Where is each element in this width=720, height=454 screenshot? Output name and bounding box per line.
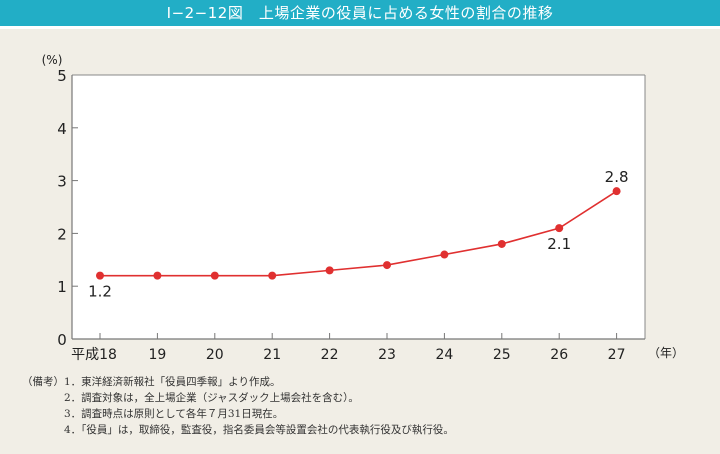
x-tick-label: 26 [550,347,568,363]
x-tick-label: 平成18 [71,347,117,363]
x-tick-label: 25 [493,347,511,363]
x-tick-label: 20 [206,347,224,363]
data-label: 2.8 [605,168,629,186]
chart-title-bar: Ⅰ−2−12図 上場企業の役員に占める女性の割合の推移 [0,0,720,26]
data-point [325,266,334,275]
y-axis-unit-label: (%) [42,53,63,67]
data-point [383,261,391,270]
data-point [268,271,277,280]
note-item-4: 4．「役員」は，取締役，監査役，指名委員会等設置会社の代表執行役及び執行役。 [64,424,454,436]
notes-label: （備考） [22,376,64,388]
data-point [555,224,564,233]
x-tick-label: 27 [608,347,626,363]
data-point [96,271,104,280]
x-tick-label: 23 [378,347,396,363]
note-row: 2．調査対象は，全上場企業（ジャスダック上場会社を含む）。 [22,390,454,406]
note-item-2: 2．調査対象は，全上場企業（ジャスダック上場会社を含む）。 [64,392,359,404]
x-tick-label: 19 [148,347,166,363]
y-tick-label: 0 [57,331,67,349]
y-tick-label: 1 [57,278,67,296]
data-point [210,271,219,280]
x-axis-unit-label: （年） [648,346,684,360]
notes-block: （備考） 1．東洋経済新報社「役員四季報」より作成。 2．調査対象は，全上場企業… [22,374,454,438]
plot-area [72,75,645,339]
x-tick-label: 22 [321,347,339,363]
data-point [612,187,621,196]
note-row: 4．「役員」は，取締役，監査役，指名委員会等設置会社の代表執行役及び執行役。 [22,422,454,438]
y-axis-ticks: 0 1 2 3 4 5 [57,67,78,349]
note-row: （備考） 1．東洋経済新報社「役員四季報」より作成。 [22,374,454,390]
y-tick-label: 2 [57,225,67,243]
data-point [440,250,449,259]
series-markers [96,187,621,280]
note-item-1: 1．東洋経済新報社「役員四季報」より作成。 [64,376,281,388]
series-line [100,190,618,277]
data-labels: 1.2 2.1 2.8 [88,168,628,300]
note-item-3: 3．調査時点は原則として各年７月31日現在。 [64,408,284,420]
data-point [153,271,162,280]
x-tick-label: 24 [435,347,453,363]
data-label: 1.2 [88,283,112,301]
x-tick-label: 21 [263,347,281,363]
data-label: 2.1 [547,235,571,253]
title-divider [0,26,720,29]
y-tick-label: 4 [57,120,67,138]
x-axis-ticks: 平成18 19 20 21 22 23 24 25 26 27 [71,333,626,363]
note-row: 3．調査時点は原則として各年７月31日現在。 [22,406,454,422]
y-tick-label: 3 [57,173,67,191]
chart-title: Ⅰ−2−12図 上場企業の役員に占める女性の割合の推移 [166,4,554,22]
data-point [497,239,506,248]
y-tick-label: 5 [57,67,67,85]
